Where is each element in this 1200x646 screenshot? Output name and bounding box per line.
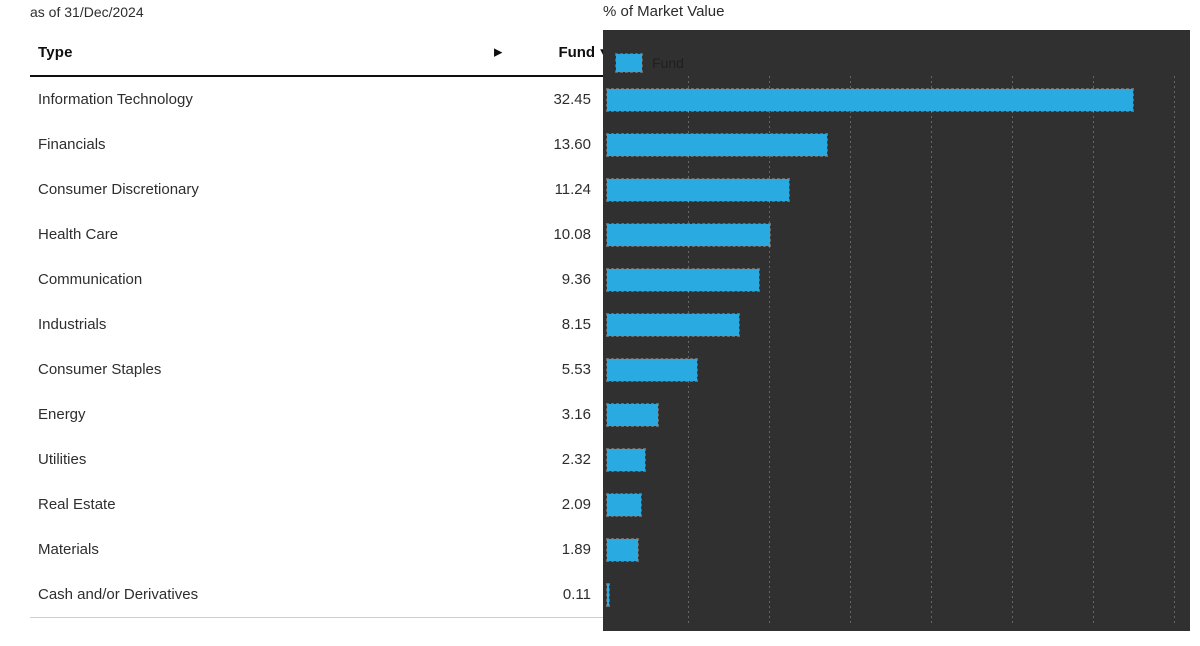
sector-table: Type ▶ Fund ▼ Information Technology 32.4…: [30, 30, 608, 618]
row-fund-value: 9.36: [561, 271, 591, 288]
bar-financials: [605, 133, 829, 157]
row-fund-value: 13.60: [553, 136, 591, 153]
bar-real-estate: [606, 493, 642, 517]
table-row: Consumer Staples 5.53: [30, 347, 608, 392]
table-row: Financials 13.60: [30, 122, 608, 167]
row-type-label: Health Care: [38, 226, 119, 243]
row-fund-value: 11.24: [554, 181, 591, 198]
table-row: Health Care 10.08: [30, 212, 608, 257]
row-type-label: Real Estate: [38, 496, 116, 513]
row-type-label: Materials: [38, 541, 99, 558]
row-type-label: Consumer Staples: [38, 361, 162, 378]
row-fund-value: 2.09: [561, 496, 591, 513]
chart-legend: Fund: [615, 53, 684, 73]
table-row: Real Estate 2.09: [30, 482, 608, 527]
row-type-label: Utilities: [38, 451, 87, 468]
table-row: Communication 9.36: [30, 257, 608, 302]
bar-cash-and-or-derivatives: [606, 583, 610, 607]
expand-arrow-icon[interactable]: ▶: [494, 46, 503, 58]
gridline-5pct: [687, 76, 689, 624]
gridline-35pct: [1173, 76, 1175, 624]
row-type-label: Financials: [38, 136, 106, 153]
gridline-20pct: [930, 76, 932, 624]
row-type-label: Information Technology: [38, 91, 193, 108]
row-fund-value: 1.89: [561, 541, 591, 558]
row-type-label: Cash and/or Derivatives: [38, 586, 199, 603]
row-fund-value: 3.16: [561, 406, 591, 423]
row-fund-value: 5.53: [561, 361, 591, 378]
bar-information-technology: [606, 88, 1134, 112]
table-row: Consumer Discretionary 11.24: [30, 167, 608, 212]
column-header-fund-sort[interactable]: Fund ▼: [558, 44, 608, 61]
table-row: Cash and/or Derivatives 0.11: [30, 572, 608, 617]
bar-energy: [605, 403, 660, 427]
legend-fund-label: Fund: [652, 55, 684, 71]
table-header-row: Type ▶ Fund ▼: [30, 30, 608, 77]
gridline-30pct: [1092, 76, 1094, 624]
chart-axis-title: % of Market Value: [603, 3, 725, 20]
table-row: Energy 3.16: [30, 392, 608, 437]
gridline-25pct: [1011, 76, 1013, 624]
row-fund-value: 10.08: [553, 226, 591, 243]
table-row: Materials 1.89: [30, 527, 608, 572]
row-type-label: Consumer Discretionary: [38, 181, 199, 198]
bar-consumer-discretionary: [605, 178, 791, 202]
bar-utilities: [606, 448, 646, 472]
as-of-date: as of 31/Dec/2024: [30, 4, 144, 20]
bar-industrials: [606, 313, 740, 337]
column-header-fund-label: Fund: [558, 44, 596, 61]
row-type-label: Energy: [38, 406, 86, 423]
row-type-label: Industrials: [38, 316, 107, 333]
table-row: Industrials 8.15: [30, 302, 608, 347]
row-fund-value: 8.15: [561, 316, 591, 333]
table-body: Information Technology 32.45 Financials 13.…: [30, 77, 608, 618]
bar-materials: [606, 538, 639, 562]
row-fund-value: 0.11: [562, 586, 591, 603]
bar-consumer-staples: [606, 358, 698, 382]
gridline-15pct: [849, 76, 851, 624]
column-header-type: Type: [38, 44, 73, 61]
table-row: Information Technology 32.45: [30, 77, 608, 122]
bar-health-care: [605, 223, 772, 247]
bar-chart-panel: Fund: [603, 30, 1190, 631]
bar-communication: [606, 268, 760, 292]
row-fund-value: 32.45: [553, 91, 591, 108]
row-fund-value: 2.32: [561, 451, 591, 468]
legend-fund-swatch: [615, 53, 643, 73]
table-row: Utilities 2.32: [30, 437, 608, 482]
gridline-10pct: [768, 76, 770, 624]
row-type-label: Communication: [38, 271, 143, 288]
